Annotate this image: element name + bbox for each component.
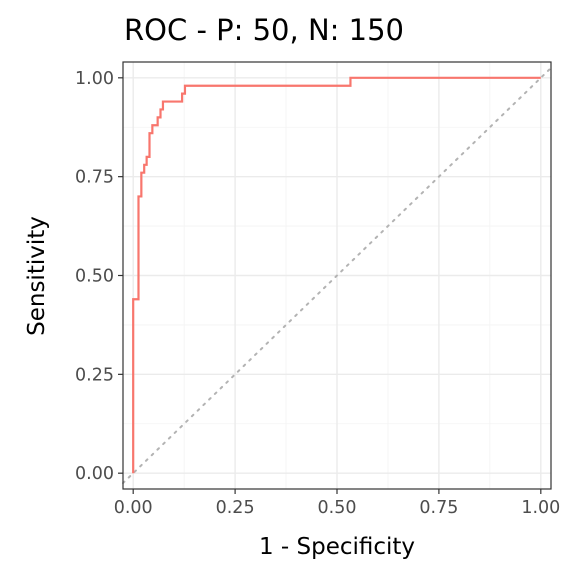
y-tick-label: 0.75 (75, 168, 114, 188)
chart-title: ROC - P: 50, N: 150 (124, 13, 404, 47)
y-axis-ticks: 0.00 0.25 0.50 0.75 1.00 (75, 69, 123, 484)
x-tick-label: 0.00 (114, 498, 153, 518)
x-tick-label: 0.75 (419, 498, 458, 518)
y-tick-label: 1.00 (75, 69, 114, 89)
y-tick-label: 0.00 (75, 464, 114, 484)
x-tick-label: 0.25 (216, 498, 255, 518)
x-axis-title: 1 - Specificity (259, 534, 415, 560)
x-axis-ticks: 0.00 0.25 0.50 0.75 1.00 (114, 489, 561, 518)
y-tick-label: 0.50 (75, 267, 114, 287)
x-tick-label: 1.00 (521, 498, 560, 518)
y-axis-title: Sensitivity (24, 216, 50, 336)
y-tick-label: 0.25 (75, 365, 114, 385)
x-tick-label: 0.50 (318, 498, 357, 518)
